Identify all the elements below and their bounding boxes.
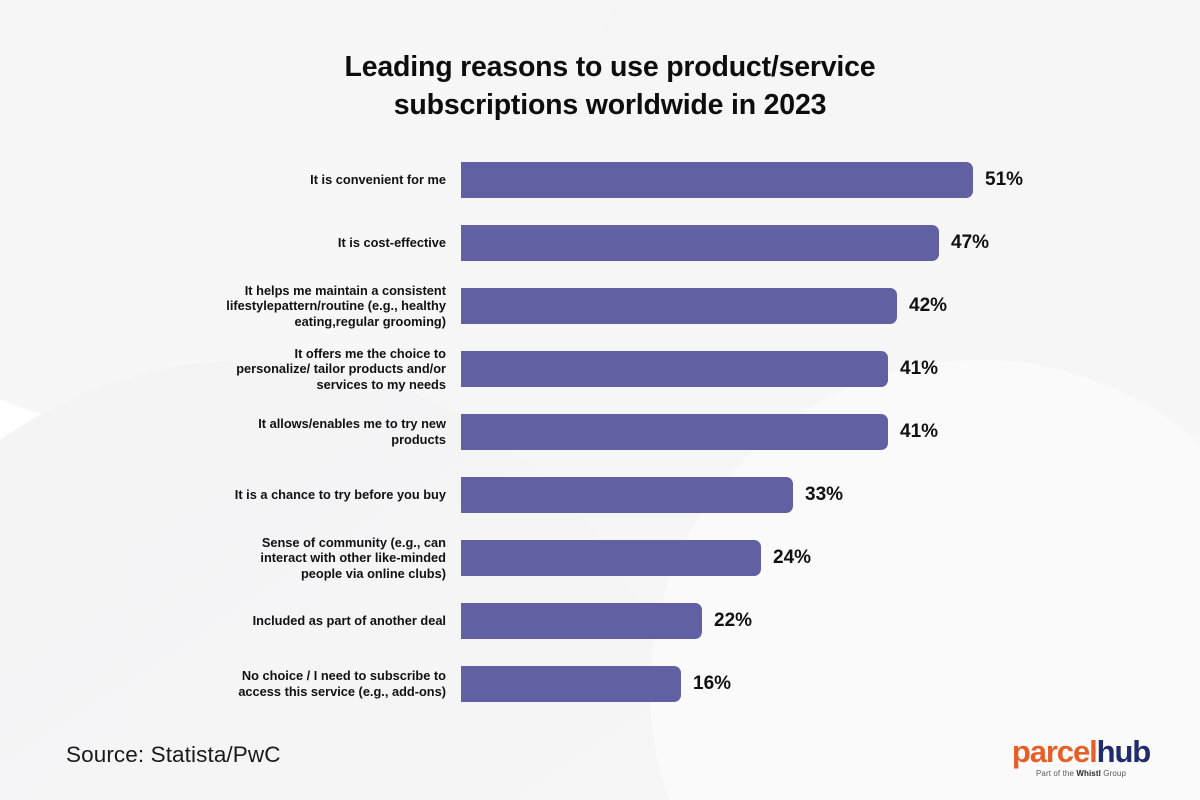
bar[interactable] (461, 225, 939, 261)
bar-category-label: It is convenient for me (310, 172, 446, 188)
bar-value-label: 16% (693, 673, 732, 694)
logo-parcel-text: parcel (1011, 734, 1098, 769)
bar-track (461, 477, 793, 513)
bar-category-label: It is cost-effective (337, 235, 446, 251)
bar-value-label: 47% (951, 232, 990, 253)
bar-category-label: It offers me the choice to personalize/ … (236, 345, 446, 392)
bar-row: It is convenient for me 51% (0, 162, 1200, 198)
bar-row: It is a chance to try before you buy 33% (0, 477, 1200, 513)
source-note: Source: Statista/PwC (66, 742, 281, 767)
bar[interactable] (461, 603, 702, 639)
bar-track (461, 414, 888, 450)
bar-value-label: 24% (773, 547, 812, 568)
bar-category-label: It helps me maintain a consistent lifest… (226, 282, 446, 329)
bar[interactable] (461, 540, 761, 576)
bar-track (461, 540, 761, 576)
bar-track (461, 288, 897, 324)
bar[interactable] (461, 351, 888, 387)
bar[interactable] (461, 666, 681, 702)
bar-value-label: 42% (909, 295, 948, 316)
bar-row: Sense of community (e.g., can interact w… (0, 535, 1200, 581)
bar-category-label: Sense of community (e.g., can interact w… (260, 534, 446, 581)
bar-value-label: 33% (805, 484, 844, 505)
parcelhub-logo: parcelhub Part of the Whistl Group (1005, 735, 1157, 779)
logo-tagline-prefix: Part of the (1035, 769, 1077, 778)
bar-value-label: 41% (900, 358, 939, 379)
logo-wordmark: parcelhub (1005, 735, 1157, 768)
bar-track (461, 603, 702, 639)
bar[interactable] (461, 288, 897, 324)
bar-track (461, 162, 973, 198)
page-title-line-2: subscriptions worldwide in 2023 (393, 89, 827, 121)
logo-tagline: Part of the Whistl Group (1005, 769, 1157, 779)
bar-row: Included as part of another deal 22% (0, 603, 1200, 639)
page-title: Leading reasons to use product/service s… (250, 48, 970, 124)
bar-category-label: No choice / I need to subscribe to acces… (238, 668, 446, 699)
logo-tagline-brand: Whistl (1076, 769, 1101, 778)
bar-category-label: It is a chance to try before you buy (234, 487, 446, 503)
bar-track (461, 225, 939, 261)
bar-value-label: 51% (985, 169, 1024, 190)
bar-value-label: 41% (900, 421, 939, 442)
bar-row: It helps me maintain a consistent lifest… (0, 283, 1200, 329)
logo-tagline-suffix: Group (1100, 769, 1126, 778)
bar-row: No choice / I need to subscribe to acces… (0, 666, 1200, 702)
bar-row: It allows/enables me to try new products… (0, 414, 1200, 450)
bar-track (461, 666, 681, 702)
bar-category-label: It allows/enables me to try new products (258, 416, 446, 447)
logo-hub-text: hub (1096, 734, 1152, 769)
bar-chart-plot-area: It is convenient for me 51% It is cost-eff… (0, 148, 1200, 708)
bar-row: It offers me the choice to personalize/ … (0, 346, 1200, 392)
bar-value-label: 22% (714, 610, 753, 631)
bar-track (461, 351, 888, 387)
bar[interactable] (461, 162, 973, 198)
bar[interactable] (461, 477, 793, 513)
bar-category-label: Included as part of another deal (252, 613, 446, 629)
page-title-line-1: Leading reasons to use product/service (344, 51, 876, 83)
bar-row: It is cost-effective 47% (0, 225, 1200, 261)
bar[interactable] (461, 414, 888, 450)
